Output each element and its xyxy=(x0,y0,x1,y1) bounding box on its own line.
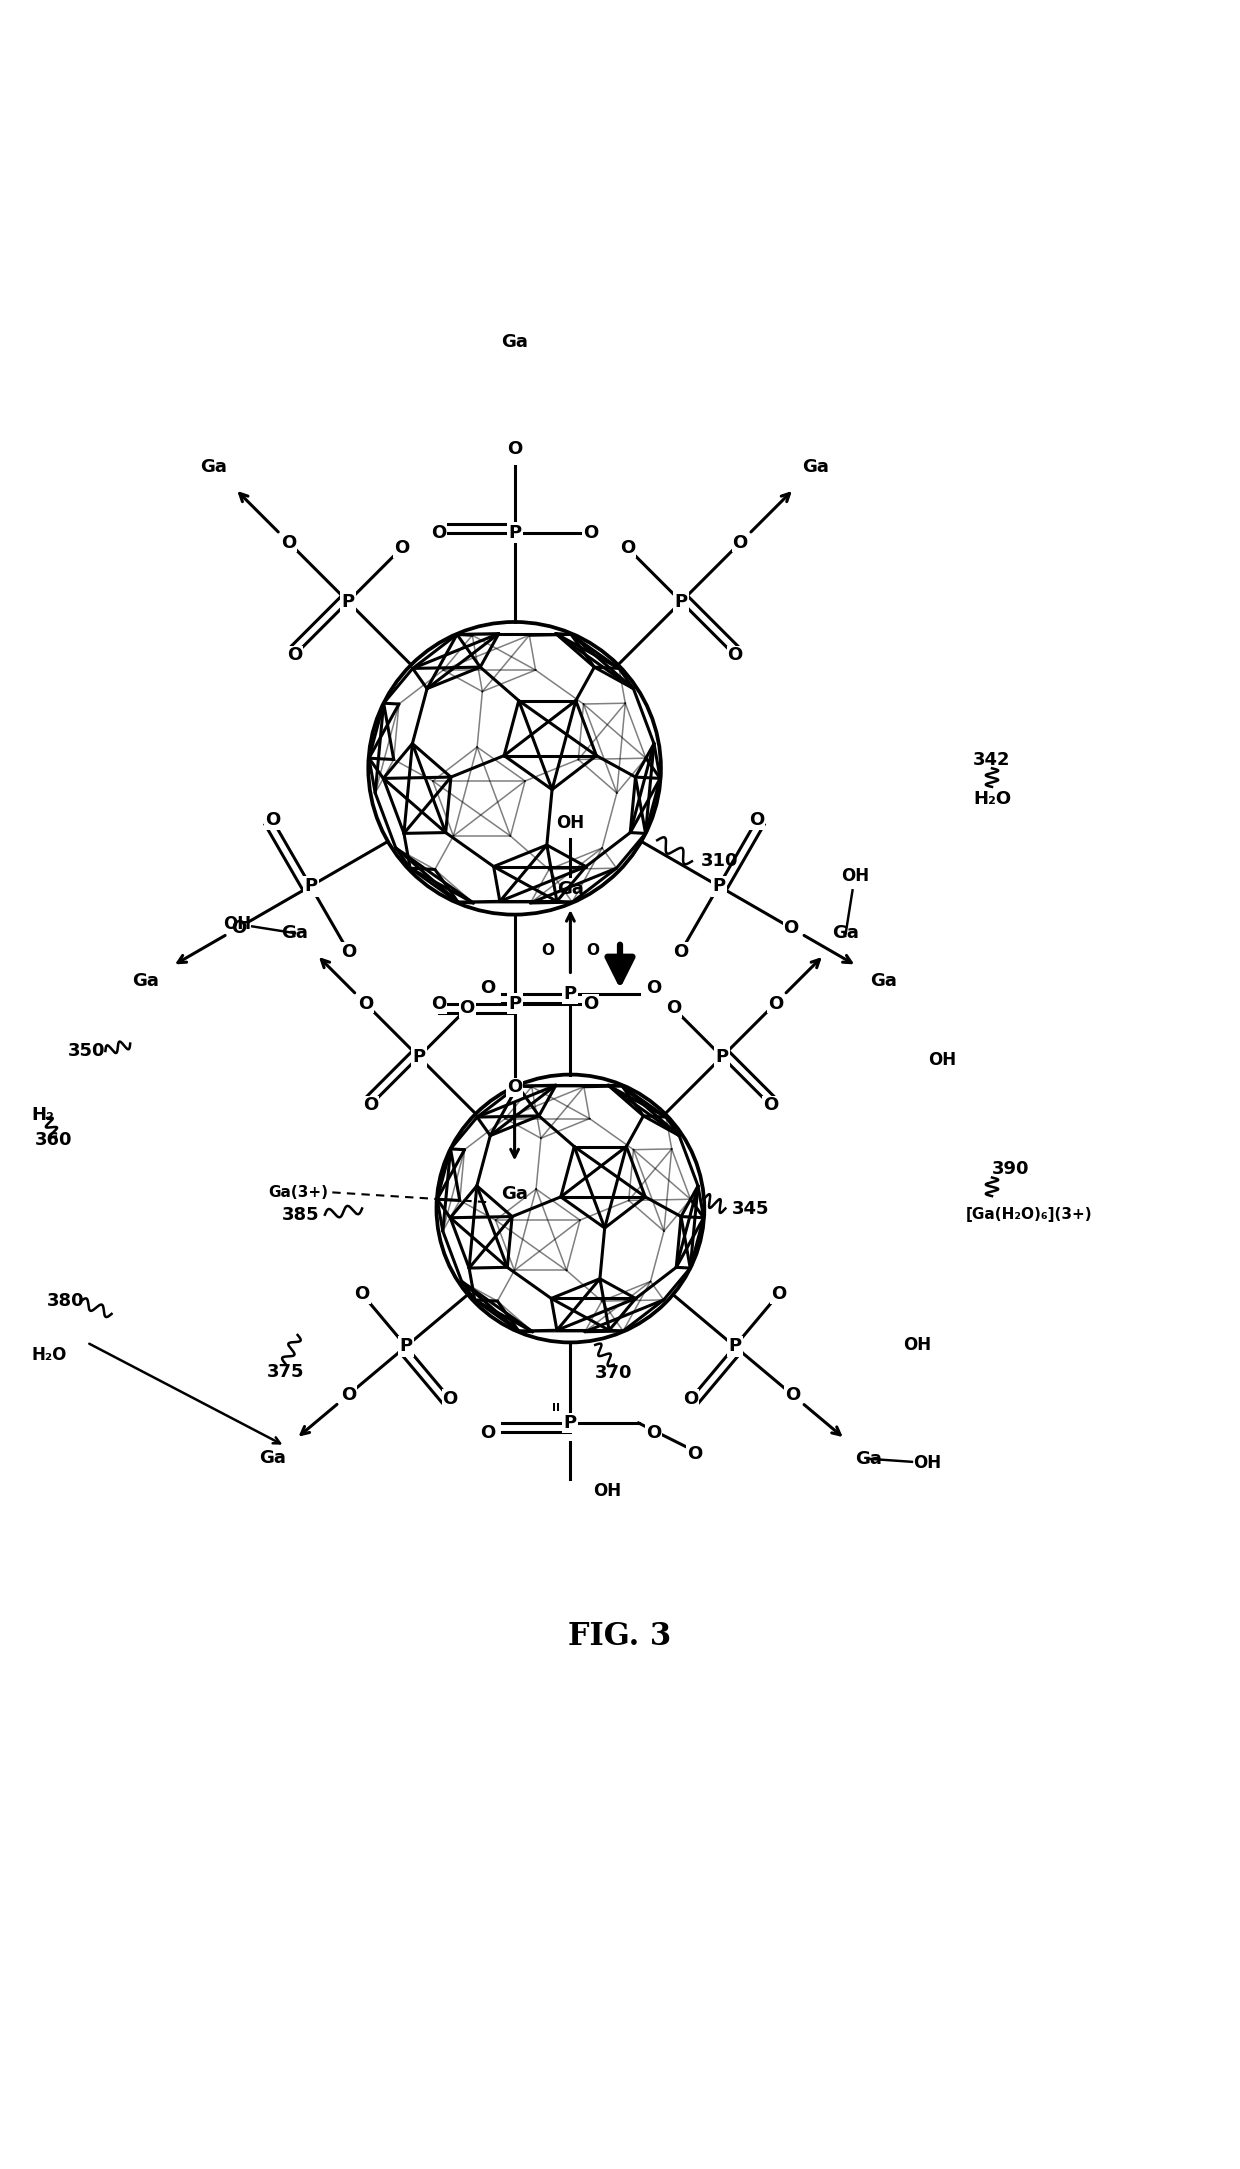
Text: 360: 360 xyxy=(35,1132,72,1150)
Text: Ga(3+): Ga(3+) xyxy=(269,1184,329,1199)
Text: O: O xyxy=(763,1095,779,1115)
Text: P: P xyxy=(399,1338,413,1356)
Text: O: O xyxy=(583,996,598,1013)
Text: [Ga(H₂O)₆](3+): [Ga(H₂O)₆](3+) xyxy=(966,1208,1092,1221)
Text: Ga: Ga xyxy=(856,1449,882,1468)
Text: O: O xyxy=(480,978,495,998)
Text: OH: OH xyxy=(913,1453,941,1473)
Text: FIG. 3: FIG. 3 xyxy=(568,1620,672,1653)
Text: O: O xyxy=(265,811,280,829)
Text: OH: OH xyxy=(557,813,584,833)
Text: O: O xyxy=(480,1423,495,1442)
Text: O: O xyxy=(727,646,743,664)
Text: O: O xyxy=(355,1286,370,1304)
Text: OH: OH xyxy=(904,1336,931,1353)
Text: P: P xyxy=(508,523,521,542)
Text: O: O xyxy=(666,1000,681,1017)
Text: O: O xyxy=(646,978,661,998)
Text: Ga: Ga xyxy=(802,458,830,477)
Text: O: O xyxy=(683,1390,698,1408)
Text: O: O xyxy=(358,996,373,1013)
Text: O: O xyxy=(587,944,599,959)
Text: OH: OH xyxy=(841,868,869,885)
Text: P: P xyxy=(412,1048,425,1065)
Text: O: O xyxy=(443,1390,458,1408)
Text: P: P xyxy=(508,996,521,1013)
Text: O: O xyxy=(749,811,764,829)
Text: H₂O: H₂O xyxy=(32,1345,67,1364)
Text: Ga: Ga xyxy=(557,881,584,898)
Text: O: O xyxy=(460,1000,475,1017)
Text: O: O xyxy=(646,1423,661,1442)
Text: II: II xyxy=(552,1403,559,1414)
Text: O: O xyxy=(771,1284,786,1304)
Text: O: O xyxy=(281,534,296,551)
Text: O: O xyxy=(432,523,446,542)
Text: O: O xyxy=(394,540,409,557)
Text: P: P xyxy=(341,592,355,612)
Text: P: P xyxy=(728,1338,742,1356)
Text: P: P xyxy=(675,592,688,612)
Text: O: O xyxy=(507,1078,522,1095)
Text: O: O xyxy=(432,996,446,1013)
Text: 385: 385 xyxy=(283,1206,320,1223)
Text: O: O xyxy=(620,540,635,557)
Text: H₂O: H₂O xyxy=(973,790,1011,809)
Circle shape xyxy=(436,1074,704,1343)
Text: O: O xyxy=(507,440,522,458)
Text: Ga: Ga xyxy=(200,458,227,477)
Text: P: P xyxy=(715,1048,729,1065)
Text: O: O xyxy=(784,920,799,937)
Text: O: O xyxy=(687,1445,702,1464)
Text: O: O xyxy=(286,646,303,664)
Text: 390: 390 xyxy=(992,1160,1029,1178)
Text: Ga: Ga xyxy=(870,972,897,991)
Circle shape xyxy=(368,623,661,915)
Text: 370: 370 xyxy=(595,1364,632,1382)
Text: O: O xyxy=(341,1386,356,1403)
Text: O: O xyxy=(768,996,782,1013)
Text: 342: 342 xyxy=(973,750,1011,768)
Text: 350: 350 xyxy=(68,1041,105,1061)
Text: 310: 310 xyxy=(701,852,738,870)
Text: OH: OH xyxy=(223,915,252,933)
Text: OH: OH xyxy=(929,1050,956,1069)
Text: Ga: Ga xyxy=(501,334,528,351)
Text: P: P xyxy=(304,876,317,896)
Text: O: O xyxy=(542,944,554,959)
Text: Ga: Ga xyxy=(133,972,159,991)
Text: Ga: Ga xyxy=(281,924,309,941)
Text: O: O xyxy=(583,523,598,542)
Text: P: P xyxy=(564,1414,577,1432)
Text: OH: OH xyxy=(594,1481,621,1501)
Text: O: O xyxy=(231,920,246,937)
Text: Ga: Ga xyxy=(832,924,859,941)
Text: O: O xyxy=(733,534,748,551)
Text: 375: 375 xyxy=(267,1362,304,1382)
Text: Ga: Ga xyxy=(501,1184,528,1204)
Text: 380: 380 xyxy=(47,1293,84,1310)
Text: O: O xyxy=(341,944,356,961)
Text: O: O xyxy=(362,1095,378,1115)
Text: O: O xyxy=(785,1386,800,1403)
Text: O: O xyxy=(673,944,688,961)
Text: H₂: H₂ xyxy=(31,1106,53,1124)
Text: P: P xyxy=(712,876,725,896)
Text: 345: 345 xyxy=(732,1199,769,1217)
Text: P: P xyxy=(564,985,577,1002)
Text: Ga: Ga xyxy=(259,1449,286,1468)
